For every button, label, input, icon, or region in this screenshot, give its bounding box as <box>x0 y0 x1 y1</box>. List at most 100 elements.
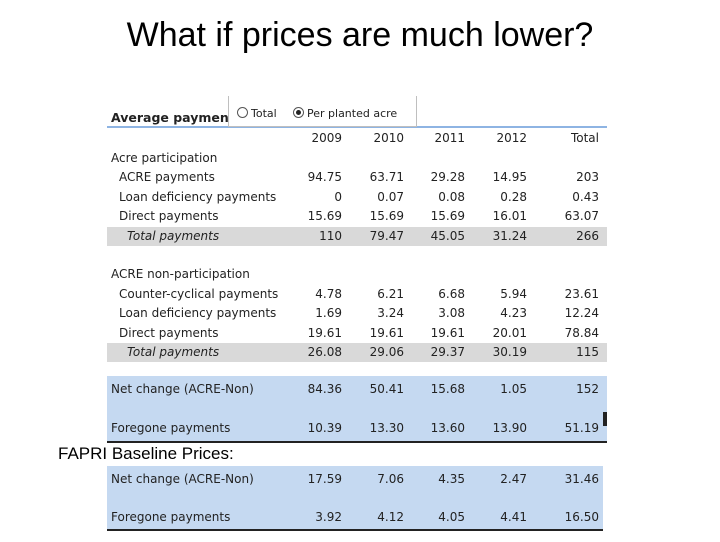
row-label: Direct payments <box>119 325 219 340</box>
row-label: Counter-cyclical payments <box>119 286 279 301</box>
cell: 4.23 <box>500 306 527 321</box>
net-change-block: Net change (ACRE-Non) 84.36 50.41 15.68 … <box>107 376 607 444</box>
cell: 152 <box>576 382 599 397</box>
radio-total-label: Total <box>251 107 277 120</box>
cell: 6.68 <box>438 286 465 301</box>
section-heading: ACRE non-participation <box>107 265 607 284</box>
radio-unselected-icon <box>237 107 248 118</box>
radio-per-acre-label: Per planted acre <box>307 107 398 120</box>
table-bottom-border <box>107 441 607 444</box>
cell: 29.37 <box>430 344 465 359</box>
cell: 78.84 <box>564 325 599 340</box>
radio-total[interactable]: Total <box>237 107 277 120</box>
cell: 51.19 <box>564 421 599 436</box>
row-label: Foregone payments <box>111 510 231 524</box>
cell: 17.59 <box>307 472 342 486</box>
cell: 14.95 <box>492 170 527 185</box>
radio-selected-icon <box>293 107 304 118</box>
table-row: Direct payments 19.61 19.61 19.61 20.01 … <box>107 324 607 343</box>
radio-group: Total Per planted acre <box>228 96 417 127</box>
cell: 6.21 <box>377 286 404 301</box>
cell: 29.28 <box>430 170 465 185</box>
cell: 19.61 <box>369 325 404 340</box>
table-row: Counter-cyclical payments 4.78 6.21 6.68… <box>107 285 607 304</box>
cell: 12.24 <box>564 306 599 321</box>
row-label: Net change (ACRE-Non) <box>111 382 254 397</box>
table-row: Loan deficiency payments 1.69 3.24 3.08 … <box>107 304 607 323</box>
section-label: ACRE non-participation <box>111 267 250 282</box>
col-header: 2012 <box>496 131 527 145</box>
cell: 19.61 <box>307 325 342 340</box>
cell: 84.36 <box>307 382 342 397</box>
net-change-row: Net change (ACRE-Non) 84.36 50.41 15.68 … <box>107 376 607 402</box>
cell: 63.71 <box>369 170 404 185</box>
cell: 16.01 <box>492 209 527 224</box>
cell: 3.92 <box>315 510 342 524</box>
cell: 1.05 <box>500 382 527 397</box>
cell: 4.78 <box>315 286 342 301</box>
section-label: Acre participation <box>111 151 218 165</box>
header-label: Average payments <box>111 110 243 125</box>
cell: 20.01 <box>492 325 527 340</box>
spacer <box>107 246 607 265</box>
cell: 1.69 <box>315 306 342 321</box>
cell: 94.75 <box>307 170 342 185</box>
cell: 4.05 <box>438 510 465 524</box>
cell: 2.47 <box>500 472 527 486</box>
section-heading: Acre participation <box>107 149 607 168</box>
cell: 0.28 <box>500 189 527 204</box>
cell: 0.07 <box>377 189 404 204</box>
total-row: Total payments 26.08 29.06 29.37 30.19 1… <box>107 342 607 363</box>
row-label: Loan deficiency payments <box>119 306 277 321</box>
table-row: ACRE payments 94.75 63.71 29.28 14.95 20… <box>107 168 607 187</box>
fapri-table: Net change (ACRE-Non) 17.59 7.06 4.35 2.… <box>107 466 603 531</box>
cell: 30.19 <box>492 344 527 359</box>
table-row: Loan deficiency payments 0 0.07 0.08 0.2… <box>107 188 607 207</box>
cell: 5.94 <box>500 286 527 301</box>
cell: 10.39 <box>307 421 342 436</box>
edge-mark <box>603 412 607 426</box>
slide-title: What if prices are much lower? <box>126 16 594 54</box>
cell: 19.61 <box>430 325 465 340</box>
col-header: Total <box>570 131 599 145</box>
cell: 15.68 <box>430 382 465 397</box>
fapri-label: FAPRI Baseline Prices: <box>58 444 234 463</box>
radio-per-planted-acre[interactable]: Per planted acre <box>293 107 397 120</box>
cell: 3.08 <box>438 306 465 321</box>
row-label: Loan deficiency payments <box>119 189 277 204</box>
cell: 4.12 <box>377 510 404 524</box>
cell: 50.41 <box>369 382 404 397</box>
cell: 15.69 <box>430 209 465 224</box>
row-label: ACRE payments <box>119 170 215 185</box>
cell: 203 <box>576 170 599 185</box>
cell: 4.41 <box>500 510 527 524</box>
table-header: Average payments Total Per planted acre <box>107 96 607 127</box>
row-label: Net change (ACRE-Non) <box>111 472 254 486</box>
foregone-row: Foregone payments 10.39 13.30 13.60 13.9… <box>107 415 607 441</box>
cell: 23.61 <box>564 286 599 301</box>
cell: 266 <box>576 228 599 243</box>
cell: 3.24 <box>377 306 404 321</box>
cell: 7.06 <box>377 472 404 486</box>
cell: 15.69 <box>307 209 342 224</box>
cell: 31.24 <box>492 228 527 243</box>
cell: 29.06 <box>369 344 404 359</box>
cell: 0.43 <box>572 189 599 204</box>
table-row: Direct payments 15.69 15.69 15.69 16.01 … <box>107 207 607 226</box>
cell: 115 <box>576 344 599 359</box>
cell: 63.07 <box>564 209 599 224</box>
fapri-foregone-row: Foregone payments 3.92 4.12 4.05 4.41 16… <box>107 492 603 529</box>
cell: 13.60 <box>430 421 465 436</box>
cell: 0.08 <box>438 189 465 204</box>
row-label: Foregone payments <box>111 421 231 436</box>
cell: 13.90 <box>492 421 527 436</box>
cell: 26.08 <box>307 344 342 359</box>
cell: 4.35 <box>438 472 465 486</box>
year-header-row: 2009 2010 2011 2012 Total <box>107 128 607 149</box>
fapri-net-change-row: Net change (ACRE-Non) 17.59 7.06 4.35 2.… <box>107 466 603 492</box>
col-header: 2011 <box>434 131 465 145</box>
total-row: Total payments 110 79.47 45.05 31.24 266 <box>107 226 607 246</box>
row-label: Direct payments <box>119 209 219 224</box>
col-header: 2010 <box>373 131 404 145</box>
row-label: Total payments <box>127 344 220 359</box>
